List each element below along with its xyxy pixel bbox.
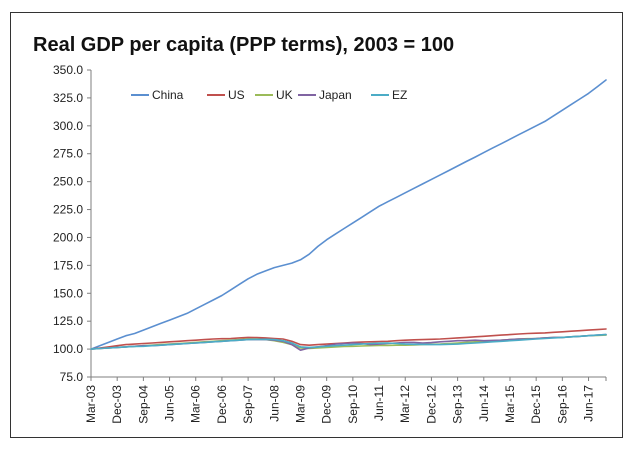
x-tick-label: Mar-06 (189, 385, 203, 423)
series-layer (90, 79, 607, 352)
x-tick-label: Dec-12 (424, 385, 438, 424)
chart-title: Real GDP per capita (PPP terms), 2003 = … (33, 34, 454, 56)
x-tick-label: Jun-11 (372, 385, 386, 421)
x-tick-label: Mar-03 (84, 385, 98, 423)
x-tick-label: Dec-09 (320, 385, 334, 424)
legend-label: Japan (319, 88, 352, 102)
legend-label: US (228, 88, 245, 102)
x-tick-label: Dec-06 (215, 385, 229, 424)
y-tick-label: 250.0 (53, 175, 83, 189)
y-tick-label: 125.0 (53, 314, 83, 328)
y-tick-label: 150.0 (53, 286, 83, 300)
y-tick-label: 75.0 (60, 370, 84, 384)
x-tick-label: Mar-09 (293, 385, 307, 423)
x-tick-label: Sep-13 (451, 385, 465, 424)
x-tick-label: Jun-14 (477, 385, 491, 422)
x-tick-label: Sep-16 (555, 385, 569, 424)
y-tick-label: 350.0 (53, 63, 83, 77)
x-tick-label: Sep-04 (136, 385, 150, 424)
y-tick-label: 100.0 (53, 342, 83, 356)
chart-frame: Real GDP per capita (PPP terms), 2003 = … (10, 12, 623, 438)
x-tick-label: Mar-15 (503, 385, 517, 423)
x-tick-label: Sep-07 (241, 385, 255, 424)
legend: China US UK Japan EZ (131, 88, 407, 102)
legend-label: EZ (392, 88, 407, 102)
x-tick-label: Jun-17 (582, 385, 596, 422)
legend-label: UK (276, 88, 293, 102)
x-tick-label: Mar-12 (398, 385, 412, 423)
x-tick-label: Dec-15 (529, 385, 543, 424)
x-tick-label: Dec-03 (110, 385, 124, 424)
line-chart: Real GDP per capita (PPP terms), 2003 = … (33, 34, 607, 424)
y-tick-label: 225.0 (53, 203, 83, 217)
y-tick-label: 200.0 (53, 230, 83, 244)
chart-axes: 75.0 100.0 125.0 150.0 175.0 200.0 225.0 250.0 2… (53, 63, 607, 424)
series-line-china (90, 79, 607, 350)
x-tick-label: Jun-05 (163, 385, 177, 422)
legend-label: China (152, 88, 184, 102)
y-tick-label: 275.0 (53, 147, 83, 161)
series-line-ez (90, 333, 607, 350)
y-tick-label: 175.0 (53, 258, 83, 272)
x-tick-label: Jun-08 (267, 385, 281, 422)
y-tick-label: 300.0 (53, 119, 83, 133)
x-tick-label: Sep-10 (346, 385, 360, 424)
y-tick-label: 325.0 (53, 91, 83, 105)
